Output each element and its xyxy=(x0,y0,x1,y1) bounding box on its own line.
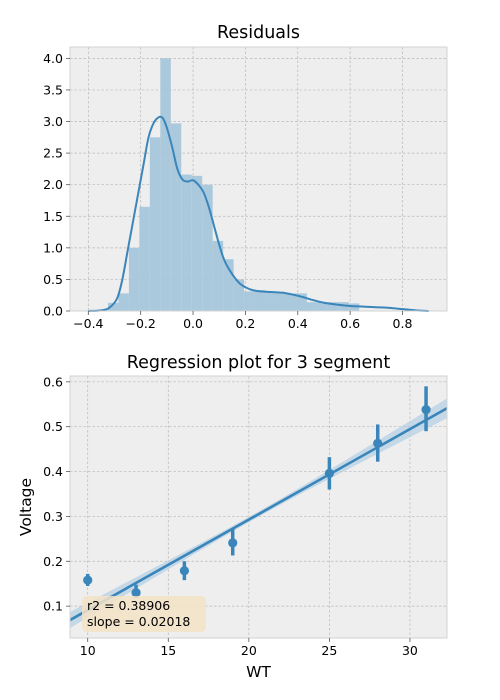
y-tick-label: 1.5 xyxy=(43,209,63,224)
data-point xyxy=(421,405,431,415)
regression-axes-frame xyxy=(69,375,448,639)
x-tick-label: 20 xyxy=(241,643,257,658)
x-tick-label: 15 xyxy=(160,643,176,658)
histogram-bar xyxy=(149,137,161,311)
y-tick-label: 0.0 xyxy=(43,304,63,319)
residuals-histogram xyxy=(107,58,360,311)
histogram-bar xyxy=(348,303,360,311)
regression-line xyxy=(69,407,448,622)
residuals-chart: −0.4 −0.2 0.0 0.2 0.4 0.6 0.8 0.0 0.5 1.0 1.5 2.0 2… xyxy=(43,23,448,331)
regression-title: Regression plot for 3 segment xyxy=(127,353,391,373)
y-tick-label: 0.5 xyxy=(43,272,63,287)
annotation-slope: slope = 0.02018 xyxy=(87,614,190,629)
histogram-bar xyxy=(170,123,182,311)
y-tick-label: 2.0 xyxy=(43,177,63,192)
regression-grid xyxy=(70,376,447,638)
histogram-bar xyxy=(233,279,245,311)
histogram-bar xyxy=(191,175,203,311)
data-point xyxy=(179,566,189,576)
x-tick-label: 25 xyxy=(321,643,337,658)
histogram-bar xyxy=(107,302,119,311)
data-point xyxy=(324,468,334,478)
data-point xyxy=(131,588,141,598)
annotation-box xyxy=(82,596,206,632)
histogram-bar xyxy=(223,259,234,311)
y-tick-label: 0.6 xyxy=(43,374,63,389)
histogram-bar xyxy=(118,293,129,311)
histogram-bar xyxy=(285,293,297,311)
y-tick-label: 1.0 xyxy=(43,240,63,255)
x-tick-label: 30 xyxy=(402,643,418,658)
residuals-kde-line xyxy=(88,115,429,312)
y-axis-label: Voltage xyxy=(17,478,35,536)
y-tick-label: 0.1 xyxy=(43,599,63,614)
histogram-bar xyxy=(296,293,307,311)
y-tick-label: 0.5 xyxy=(43,419,63,434)
regression-annotation: r2 = 0.38906 slope = 0.02018 xyxy=(82,596,206,632)
data-point xyxy=(373,438,383,448)
residuals-plot-area xyxy=(70,47,447,311)
histogram-bar xyxy=(128,247,140,311)
histogram-bar xyxy=(254,290,266,311)
x-tick-label: −0.4 xyxy=(73,316,103,331)
x-tick-label: 0.8 xyxy=(393,316,413,331)
annotation-r2: r2 = 0.38906 xyxy=(87,598,170,613)
x-tick-label: 0.0 xyxy=(183,316,203,331)
data-point xyxy=(83,575,93,585)
histogram-bar xyxy=(139,206,150,311)
regression-y-ticks: 0.1 0.2 0.3 0.4 0.5 0.6 xyxy=(43,374,70,614)
data-point xyxy=(228,538,238,548)
residuals-axes-frame xyxy=(69,46,448,312)
y-tick-label: 3.5 xyxy=(43,82,63,97)
histogram-bar xyxy=(338,302,349,311)
regression-points xyxy=(83,405,431,598)
histogram-bar xyxy=(265,292,276,311)
histogram-bar xyxy=(202,184,213,311)
x-axis-label: WT xyxy=(246,663,271,681)
x-tick-label: 0.2 xyxy=(235,316,255,331)
histogram-bar xyxy=(212,240,224,311)
residuals-x-ticks: −0.4 −0.2 0.0 0.2 0.4 0.6 0.8 xyxy=(73,311,412,331)
histogram-bar xyxy=(181,174,192,311)
y-tick-label: 0.3 xyxy=(43,509,63,524)
y-tick-label: 4.0 xyxy=(43,51,63,66)
x-tick-label: 0.6 xyxy=(340,316,360,331)
residuals-title: Residuals xyxy=(217,23,300,43)
y-tick-label: 0.2 xyxy=(43,554,63,569)
regression-chart: r2 = 0.38906 slope = 0.02018 10 15 20 25 30 … xyxy=(17,353,448,681)
histogram-bar xyxy=(275,293,286,311)
histogram-bar xyxy=(306,302,318,311)
y-tick-label: 0.4 xyxy=(43,464,63,479)
x-tick-label: −0.2 xyxy=(126,316,156,331)
x-tick-label: 0.4 xyxy=(288,316,308,331)
regression-x-ticks: 10 15 20 25 30 xyxy=(80,638,418,658)
y-tick-label: 2.5 xyxy=(43,146,63,161)
y-tick-label: 3.0 xyxy=(43,114,63,129)
histogram-bar xyxy=(244,291,255,311)
histogram-bar xyxy=(317,302,328,311)
histogram-bar xyxy=(160,58,171,311)
x-tick-label: 10 xyxy=(80,643,96,658)
histogram-bar xyxy=(327,302,339,311)
residuals-y-ticks: 0.0 0.5 1.0 1.5 2.0 2.5 3.0 3.5 4.0 xyxy=(43,51,70,319)
